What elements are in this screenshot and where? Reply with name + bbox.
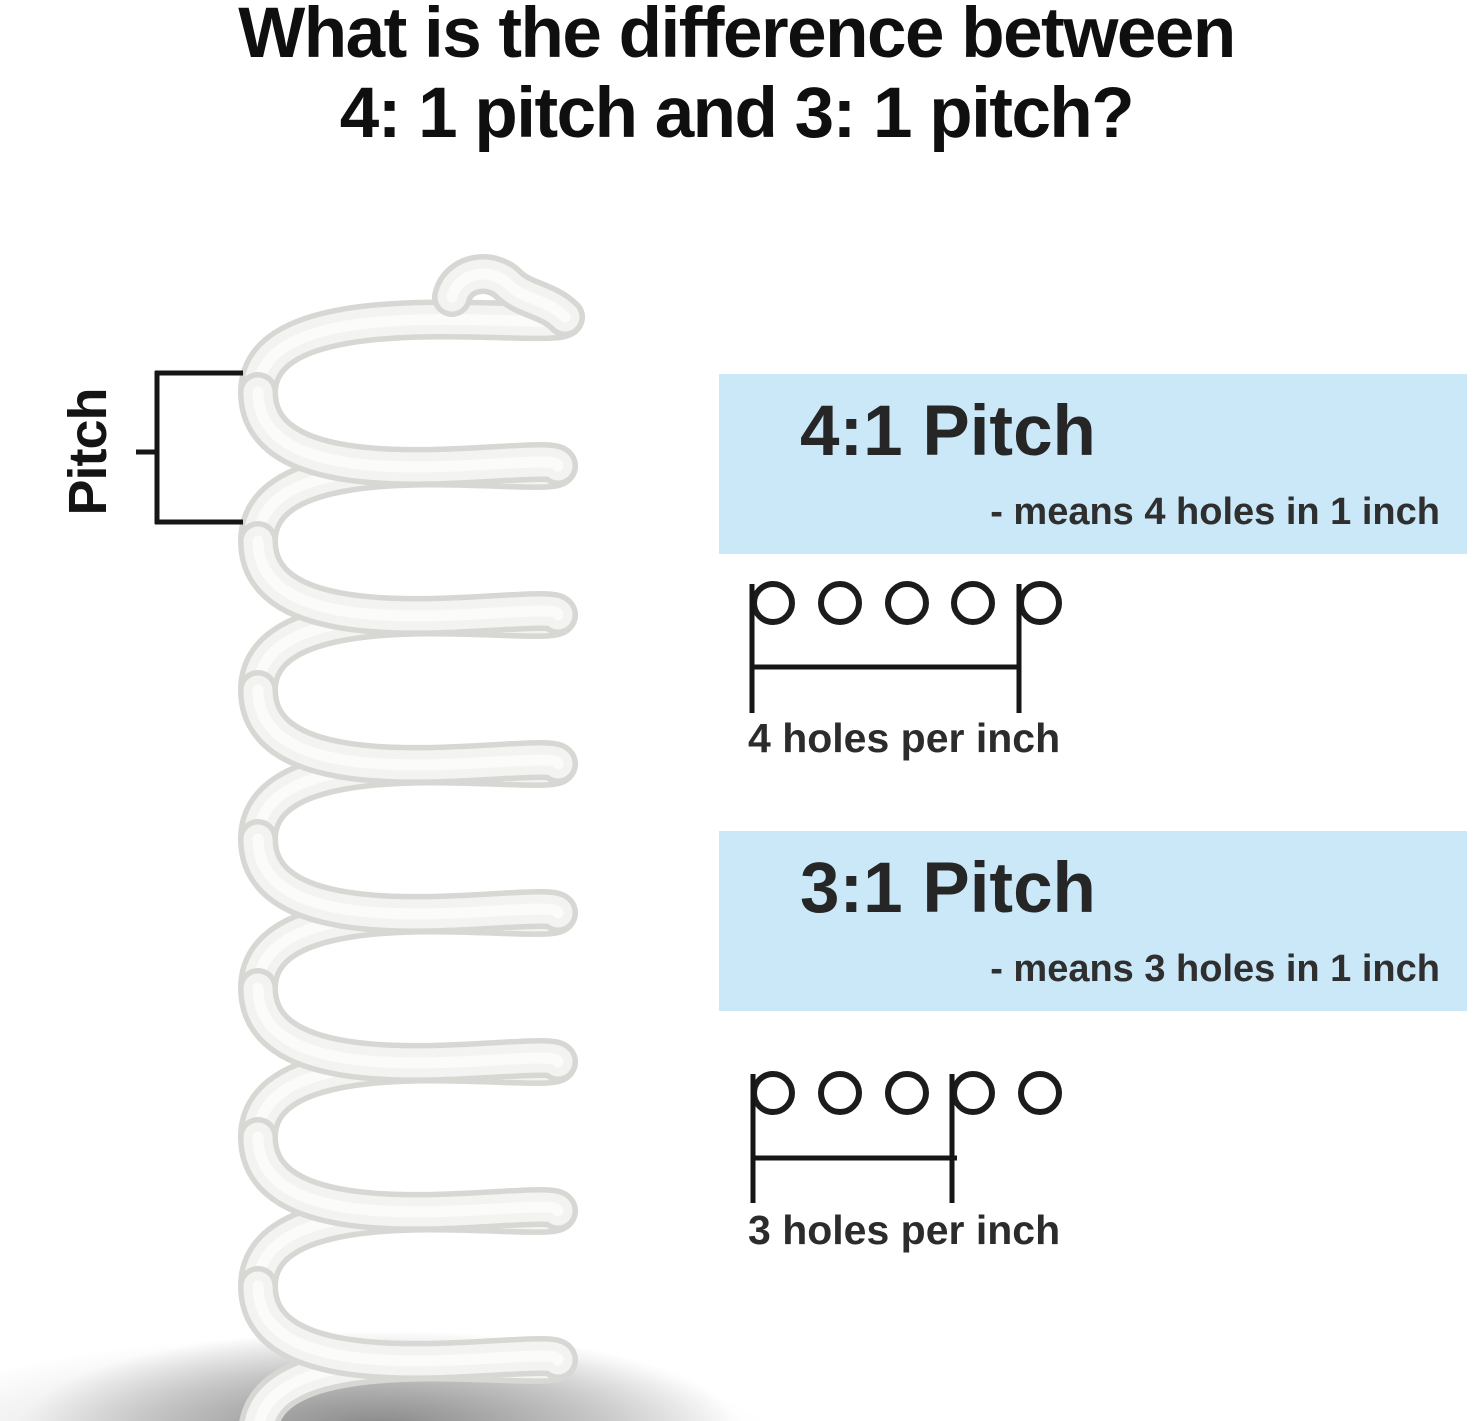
hole-circle — [885, 581, 929, 625]
spiral-coil-illustration — [258, 274, 565, 1421]
hole-circle — [885, 1071, 929, 1115]
title-line-1: What is the difference between — [238, 0, 1236, 73]
inch-bracket-4-1 — [749, 584, 1022, 713]
hole-circle — [751, 581, 795, 625]
highlight-box-4-1: 4:1 Pitch - means 4 holes in 1 inch — [719, 374, 1467, 554]
subtext-4-1: - means 4 holes in 1 inch — [990, 491, 1440, 533]
pitch-label: Pitch — [58, 388, 118, 516]
hole-circle — [1018, 581, 1062, 625]
inch-bracket-3-1 — [750, 1074, 957, 1203]
subtext-3-1: - means 3 holes in 1 inch — [990, 948, 1440, 990]
page-title: What is the difference between 4: 1 pitc… — [0, 0, 1473, 154]
pitch-bracket — [136, 370, 243, 525]
title-line-2: 4: 1 pitch and 3: 1 pitch? — [339, 74, 1135, 154]
caption-4-1: 4 holes per inch — [748, 715, 1061, 761]
hole-circle — [951, 581, 995, 625]
hole-circle — [818, 1071, 862, 1115]
coil-front-strands — [258, 274, 565, 1361]
hole-circle — [951, 1071, 995, 1115]
caption-3-1: 3 holes per inch — [748, 1207, 1061, 1253]
hole-circle — [818, 581, 862, 625]
heading-3-1: 3:1 Pitch — [800, 849, 1096, 928]
holes-diagram-3-1 — [750, 1071, 1062, 1203]
heading-4-1: 4:1 Pitch — [800, 392, 1096, 471]
hole-circle — [751, 1071, 795, 1115]
holes-diagram-4-1 — [749, 581, 1062, 713]
hole-circle — [1018, 1071, 1062, 1115]
highlight-box-3-1: 3:1 Pitch - means 3 holes in 1 inch — [719, 831, 1467, 1011]
